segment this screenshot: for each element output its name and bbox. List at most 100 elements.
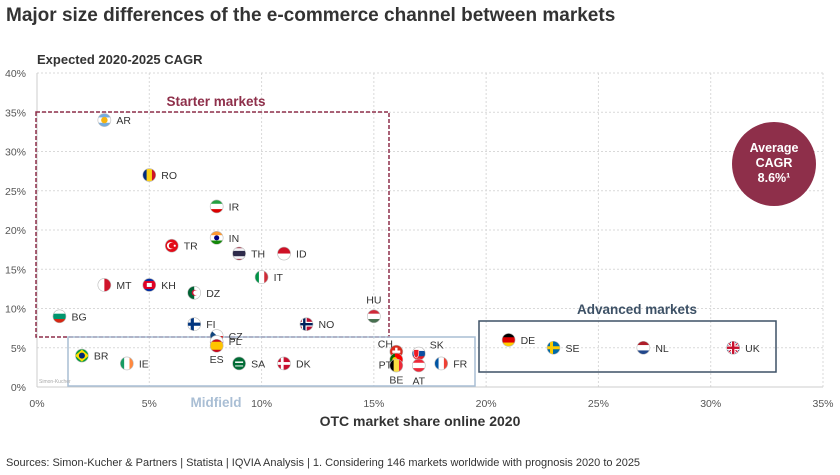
data-label: ES [210, 354, 224, 366]
y-tick-label: 0% [11, 382, 26, 394]
x-tick-label: 35% [812, 398, 833, 410]
data-label: KH [161, 280, 176, 292]
y-tick-label: 25% [5, 186, 26, 198]
flag-kh-icon [142, 278, 156, 292]
data-point-fr: FR [434, 356, 468, 370]
data-label: IT [274, 272, 284, 284]
data-label: SE [566, 343, 580, 355]
badge-text: 8.6%¹ [758, 171, 791, 185]
data-point-dk: DK [277, 356, 311, 370]
flag-de-icon [502, 333, 516, 347]
flag-ro-icon [142, 168, 156, 182]
flag-nl-icon [636, 341, 650, 355]
data-point-de: DE [501, 333, 536, 347]
data-point-bg: BG [52, 309, 87, 323]
data-point-fi: FI [187, 317, 216, 331]
data-point-id: ID [277, 246, 307, 261]
x-tick-label: 30% [700, 398, 721, 410]
data-point-ir: IR [209, 199, 240, 213]
data-label: FR [453, 358, 467, 370]
badge-circle [732, 122, 816, 206]
flag-fi-icon [187, 317, 201, 331]
x-axis-label: OTC market share online 2020 [319, 413, 521, 429]
data-label: MT [116, 280, 132, 292]
x-tick-label: 25% [588, 398, 609, 410]
watermark: Simon-Kucher [39, 379, 71, 385]
data-label: TR [184, 241, 198, 253]
y-tick-label: 35% [5, 107, 26, 119]
badge-text: Average [750, 141, 799, 155]
data-point-kh: KH [142, 278, 176, 292]
x-tick-label: 0% [29, 398, 44, 410]
data-point-ar: AR [97, 113, 131, 127]
data-point-ro: RO [142, 168, 177, 182]
data-label: NO [318, 319, 334, 331]
data-point-no: NO [299, 317, 334, 331]
midfield-region [67, 336, 476, 387]
data-point-ie: IE [120, 356, 149, 370]
flag-no-icon [299, 317, 313, 331]
flag-sa-icon [232, 356, 246, 370]
flag-dz-icon [187, 286, 201, 300]
data-point-at: AT [411, 358, 426, 387]
x-tick-label: 10% [251, 398, 272, 410]
data-point-br: BR [75, 348, 109, 363]
data-point-mt: MT [97, 278, 132, 292]
data-label: DZ [206, 288, 221, 300]
data-label: TH [251, 249, 265, 261]
data-label: CH [378, 339, 393, 351]
flag-sk-icon [412, 347, 426, 361]
data-label: PL [229, 336, 242, 348]
data-point-dz: DZ [187, 285, 221, 300]
data-label: CZ [229, 331, 244, 343]
x-tick-label: 5% [142, 398, 157, 410]
flag-id-icon [277, 247, 291, 261]
flag-br-icon [75, 349, 89, 363]
data-label: BR [94, 351, 109, 363]
data-label: BG [71, 311, 86, 323]
data-label: SA [251, 358, 265, 370]
flag-ir-icon [210, 199, 224, 213]
data-label: ID [296, 249, 307, 261]
flag-th-icon [232, 247, 246, 261]
flag-se-icon [547, 341, 561, 355]
starter-markets-label: Starter markets [166, 94, 265, 109]
flag-bg-icon [52, 309, 66, 323]
data-label: PT [379, 360, 393, 372]
data-point-uk: UK [726, 340, 760, 355]
flag-ar-icon [97, 113, 111, 127]
chart-title: Major size differences of the e-commerce… [6, 5, 616, 26]
x-tick-label: 20% [476, 398, 497, 410]
x-tick-label: 15% [363, 398, 384, 410]
data-point-sk: SK [411, 340, 444, 361]
advanced-markets-label: Advanced markets [577, 302, 697, 317]
y-tick-label: 10% [5, 304, 26, 316]
data-label: AR [116, 115, 131, 127]
data-label: IN [229, 233, 240, 245]
data-label: HU [366, 294, 381, 306]
data-point-th: TH [232, 246, 265, 261]
data-point-it: IT [254, 270, 284, 284]
flag-mt-icon [97, 278, 111, 292]
data-label: RO [161, 170, 177, 182]
flag-uk-icon [726, 341, 740, 355]
flag-tr-icon [165, 239, 179, 253]
y-axis-label: Expected 2020-2025 CAGR [37, 52, 203, 67]
flag-in-icon [210, 231, 224, 245]
data-label: AT [412, 375, 425, 387]
data-label: FI [206, 319, 215, 331]
data-label: IR [229, 201, 240, 213]
data-point-tr: TR [164, 238, 198, 253]
data-label: DE [521, 335, 536, 347]
badge-text: CAGR [756, 156, 793, 170]
data-point-es: ES [210, 338, 224, 366]
y-tick-label: 20% [5, 225, 26, 237]
starter-markets-region [35, 111, 390, 338]
data-label: IE [139, 358, 149, 370]
y-tick-label: 40% [5, 68, 26, 80]
advanced-markets-region [478, 320, 777, 373]
flag-fr-icon [434, 356, 448, 370]
data-label: UK [745, 343, 760, 355]
data-label: NL [655, 343, 669, 355]
